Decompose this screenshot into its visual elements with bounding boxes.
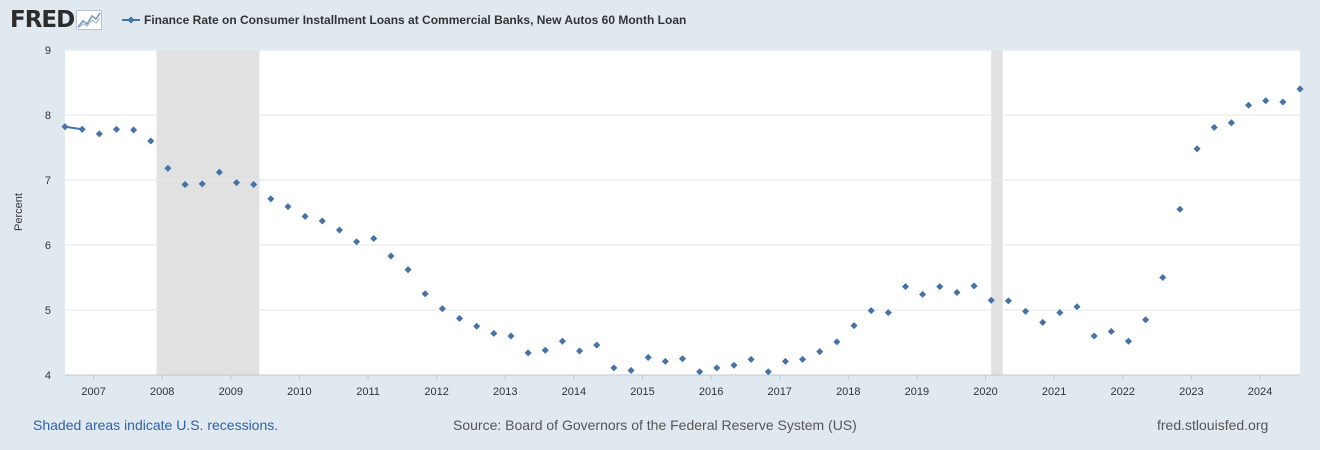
x-tick-label: 2024 bbox=[1248, 386, 1272, 398]
x-tick-label: 2017 bbox=[767, 386, 791, 398]
x-tick-label: 2012 bbox=[424, 386, 448, 398]
x-tick-label: 2022 bbox=[1111, 386, 1135, 398]
x-tick-label: 2016 bbox=[699, 386, 723, 398]
data-point bbox=[130, 126, 138, 134]
data-point bbox=[164, 164, 172, 172]
data-point bbox=[541, 346, 549, 354]
data-point bbox=[353, 238, 361, 246]
data-point bbox=[730, 361, 738, 369]
data-point bbox=[78, 125, 86, 133]
data-point bbox=[267, 195, 275, 203]
y-tick-label: 5 bbox=[45, 305, 51, 317]
recession-band bbox=[156, 50, 260, 375]
data-point bbox=[318, 217, 326, 225]
site-link[interactable]: fred.stlouisfed.org bbox=[1157, 417, 1269, 433]
data-point bbox=[884, 309, 892, 317]
data-point bbox=[112, 125, 120, 133]
line-graph-icon bbox=[76, 10, 103, 30]
x-tick-label: 2007 bbox=[81, 386, 105, 398]
legend-series-marker bbox=[122, 16, 140, 24]
source-note: Source: Board of Governors of the Federa… bbox=[453, 417, 857, 433]
x-tick-label: 2010 bbox=[287, 386, 311, 398]
data-point bbox=[524, 349, 532, 357]
x-tick-label: 2013 bbox=[493, 386, 517, 398]
legend-series-label: Finance Rate on Consumer Installment Loa… bbox=[144, 13, 687, 27]
data-point bbox=[644, 353, 652, 361]
x-tick-label: 2018 bbox=[836, 386, 860, 398]
data-point bbox=[919, 290, 927, 298]
y-tick-label: 9 bbox=[45, 45, 51, 57]
data-point bbox=[181, 181, 189, 189]
chart-header: FRED Finance Rate on Consumer Installmen… bbox=[0, 0, 1320, 40]
recession-band bbox=[991, 50, 1003, 375]
x-tick-label: 2020 bbox=[973, 386, 997, 398]
data-point bbox=[661, 357, 669, 365]
data-point bbox=[678, 355, 687, 363]
y-tick-label: 8 bbox=[45, 110, 51, 122]
data-point bbox=[970, 282, 978, 290]
data-point bbox=[833, 338, 841, 346]
x-tick-label: 2021 bbox=[1042, 386, 1066, 398]
data-point bbox=[215, 168, 223, 176]
data-point bbox=[1004, 297, 1012, 305]
data-point bbox=[953, 288, 961, 296]
data-point bbox=[713, 364, 721, 372]
data-point bbox=[421, 290, 429, 298]
data-point bbox=[696, 368, 704, 376]
data-point bbox=[936, 283, 944, 291]
x-tick-label: 2008 bbox=[150, 386, 174, 398]
data-point bbox=[232, 179, 241, 187]
x-tick-label: 2011 bbox=[356, 386, 380, 398]
data-point bbox=[95, 130, 103, 138]
data-point bbox=[507, 332, 515, 340]
data-point bbox=[455, 314, 464, 322]
data-point bbox=[335, 226, 343, 234]
data-point bbox=[370, 234, 378, 243]
fred-logo-text: FRED bbox=[10, 7, 75, 33]
data-point bbox=[850, 322, 858, 330]
data-point bbox=[473, 322, 481, 330]
x-tick-label: 2023 bbox=[1179, 386, 1203, 398]
data-point bbox=[987, 296, 995, 304]
data-point bbox=[799, 355, 807, 363]
x-tick-label: 2015 bbox=[630, 386, 654, 398]
plot-area bbox=[65, 50, 1300, 375]
data-point bbox=[747, 355, 755, 363]
data-point bbox=[781, 357, 789, 365]
chart-canvas: 4 5 6 7 8 9 2007 2008 2009 2010 2011 2012 2013 2014 20… bbox=[45, 45, 1304, 398]
y-tick-label: 7 bbox=[45, 175, 51, 187]
data-point bbox=[627, 366, 635, 374]
y-tick-label: 4 bbox=[45, 370, 51, 382]
data-point bbox=[816, 348, 824, 356]
data-point bbox=[764, 368, 772, 376]
data-point bbox=[576, 347, 584, 355]
x-tick-label: 2019 bbox=[905, 386, 929, 398]
data-point bbox=[198, 180, 206, 188]
data-point bbox=[147, 137, 155, 145]
fred-logo[interactable]: FRED bbox=[10, 7, 103, 33]
data-point bbox=[610, 364, 618, 372]
chart-legend[interactable]: Finance Rate on Consumer Installment Loa… bbox=[122, 10, 686, 30]
y-tick-label: 6 bbox=[45, 240, 51, 252]
data-point bbox=[901, 283, 910, 291]
data-point bbox=[593, 341, 601, 349]
data-point bbox=[404, 266, 412, 274]
data-point bbox=[284, 203, 292, 211]
data-point bbox=[301, 212, 309, 220]
data-point bbox=[867, 307, 875, 315]
data-point bbox=[250, 181, 258, 189]
recession-note-link[interactable]: Shaded areas indicate U.S. recessions. bbox=[33, 417, 279, 433]
x-tick-label: 2009 bbox=[219, 386, 243, 398]
x-tick-label: 2014 bbox=[562, 386, 586, 398]
data-point bbox=[558, 337, 566, 345]
data-point bbox=[438, 305, 446, 313]
data-point bbox=[490, 329, 498, 337]
